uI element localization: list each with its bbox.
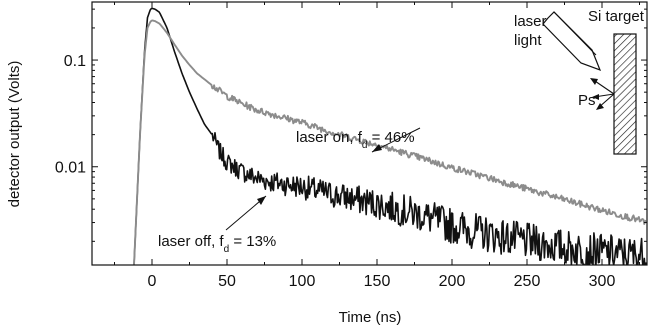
x-axis-label: Time (ns) — [339, 309, 402, 326]
ticks-layer: 0 50 100 150 200 250 300 0.01 0.1 — [55, 2, 647, 290]
x-tick-label: 200 — [439, 273, 466, 290]
si-target-block — [613, 33, 637, 155]
x-tick-label: 250 — [514, 273, 541, 290]
plot-frame — [91, 1, 648, 266]
ps-arrowhead-upper — [590, 78, 598, 85]
ps-arrowhead-middle — [592, 94, 599, 100]
laser-off-annotation: laser off, fd = 13% — [158, 233, 276, 255]
series-laser-on-line — [133, 19, 647, 265]
laser-light-label-line1: laser — [514, 13, 547, 30]
x-tick-label: 0 — [148, 273, 157, 290]
laser-beam-edge — [553, 11, 597, 56]
x-tick-label: 50 — [218, 273, 236, 290]
x-tick-label: 300 — [589, 273, 616, 290]
ps-label: Ps — [578, 92, 596, 109]
si-target-label: Si target — [588, 8, 645, 25]
y-axis-label: detector output (Volts) — [6, 61, 23, 208]
laser-on-annotation: laser on, fd = 46% — [296, 129, 415, 151]
inset-schematic: laser light Si target Ps — [514, 8, 645, 155]
laser-on-arrowhead — [372, 144, 382, 152]
laser-light-label-line2: light — [514, 32, 542, 49]
x-tick-label: 100 — [289, 273, 316, 290]
series-laser-off-line — [133, 7, 647, 265]
ps-arrowhead-lower — [596, 103, 604, 110]
y-tick-label: 0.1 — [64, 53, 86, 70]
x-tick-label: 150 — [364, 273, 391, 290]
y-tick-label: 0.01 — [55, 160, 86, 177]
laser-off-arrowhead — [257, 196, 266, 205]
series-layer — [133, 7, 647, 265]
